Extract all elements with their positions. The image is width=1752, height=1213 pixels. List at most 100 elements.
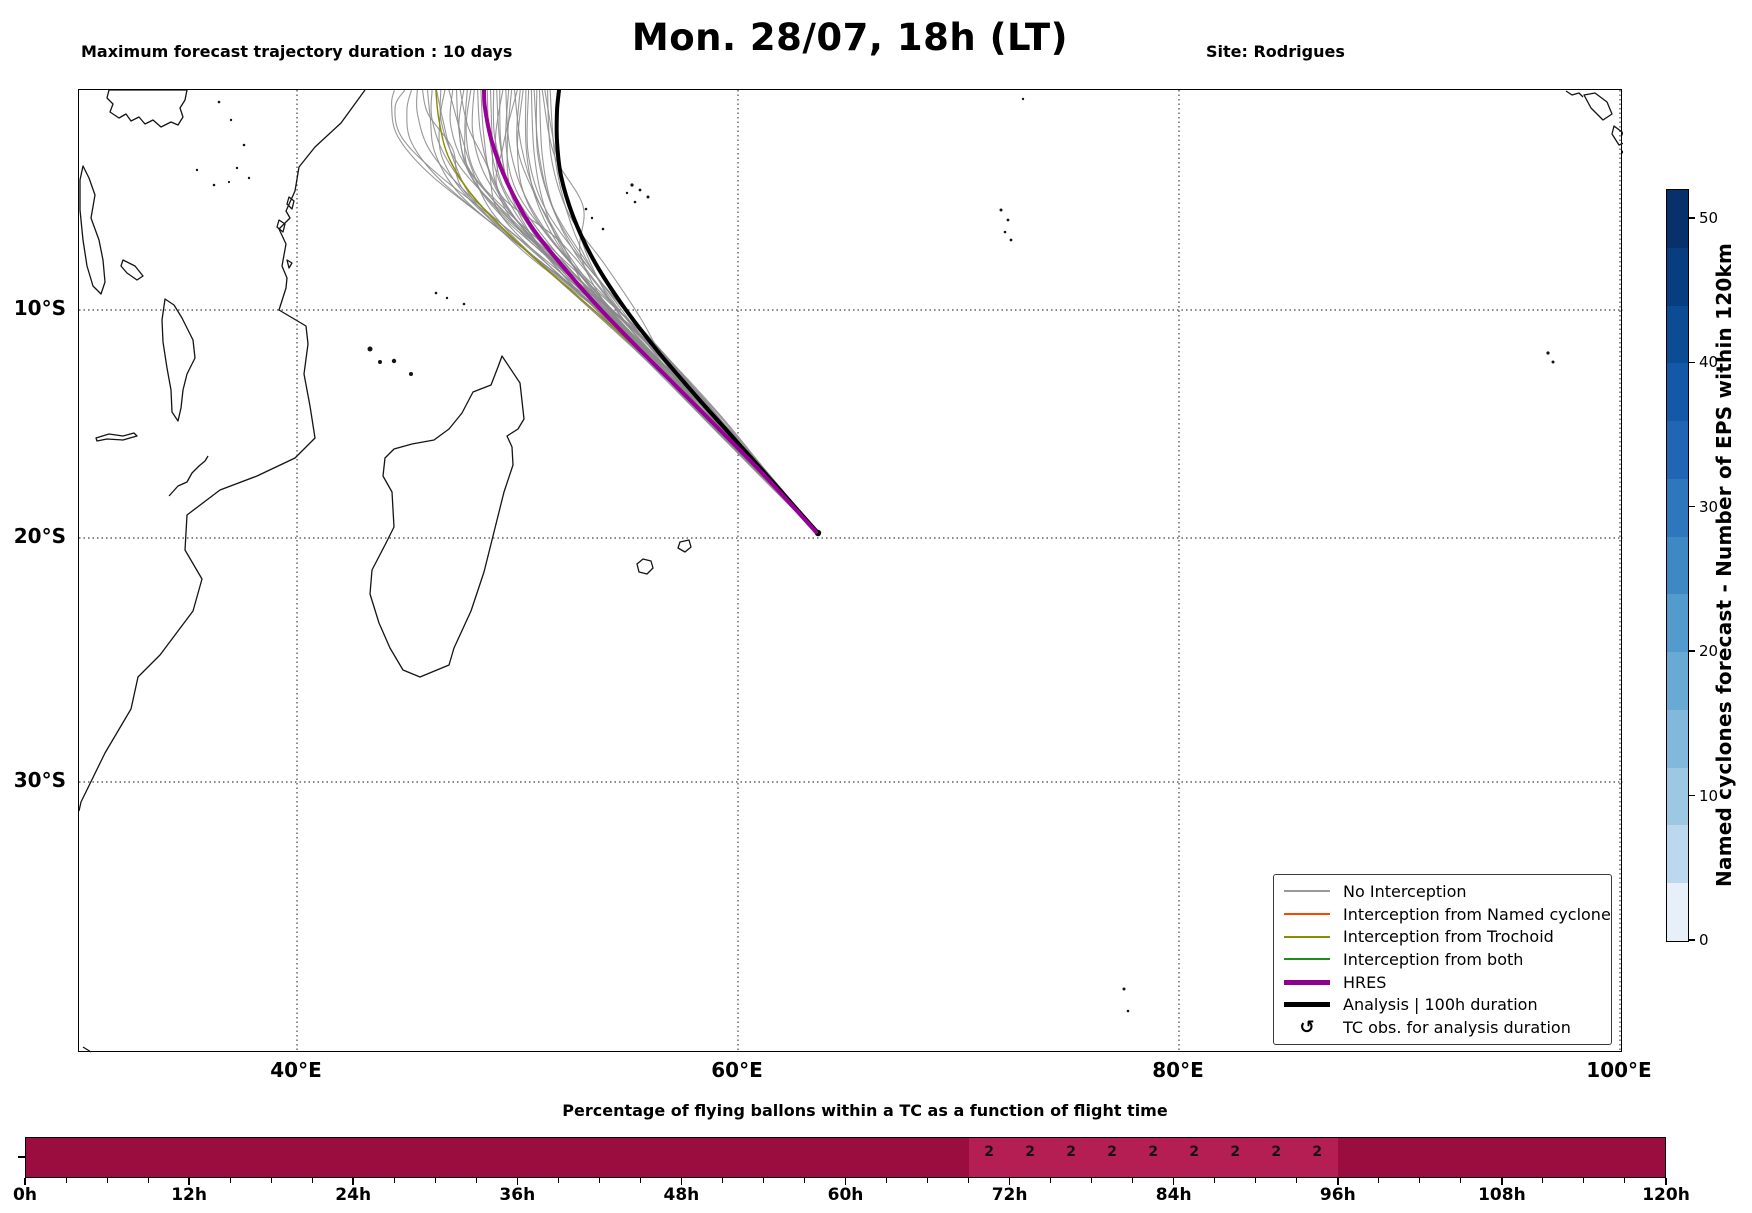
colorbar-label: Named cyclones forecast - Number of EPS … [1712, 242, 1736, 887]
cahora-bassa-lake [95, 432, 138, 442]
flight-time-minor-tick [721, 1178, 723, 1183]
mentawai-island-1 [1583, 92, 1613, 121]
bottom-chart-title: Percentage of flying ballons within a TC… [562, 1101, 1168, 1120]
zambezi-river [168, 455, 209, 497]
ensemble-trajectory [535, 89, 817, 533]
legend-row: Interception from Trochoid [1284, 927, 1601, 946]
ensemble-trajectory [480, 89, 817, 533]
colorbar-tick-label: 50 [1699, 208, 1719, 227]
lake-malawi [161, 298, 196, 422]
ensemble-trajectory [495, 89, 817, 533]
colorbar-segment [1667, 652, 1688, 710]
ensemble-trajectory [486, 89, 817, 533]
flight-time-minor-tick [927, 1178, 929, 1183]
small-island-dot [584, 207, 588, 211]
legend-item-label: HRES [1343, 972, 1387, 992]
small-island-dot [229, 118, 233, 122]
ensemble-trajectory [505, 89, 817, 533]
legend-line-swatch [1284, 935, 1330, 938]
ensemble-trajectory [533, 89, 817, 533]
flight-time-bar [25, 1137, 1666, 1178]
flight-time-minor-tick [968, 1178, 970, 1183]
flight-time-minor-tick [1091, 1178, 1093, 1183]
colorbar-tick-mark [1689, 939, 1695, 941]
flight-time-tick-label: 0h [13, 1185, 37, 1205]
legend-line-swatch [1284, 913, 1330, 916]
colorbar-segment [1667, 421, 1688, 479]
flight-time-minor-tick [1460, 1178, 1462, 1183]
madagascar-coastline [369, 355, 525, 678]
ensemble-trajectory [496, 89, 817, 533]
legend-item-label: TC obs. for analysis duration [1343, 1018, 1571, 1038]
ensemble-trajectory [544, 89, 817, 533]
ensemble-trajectory [546, 89, 817, 533]
small-island-dot [462, 302, 466, 306]
flight-time-minor-tick [598, 1178, 600, 1183]
flight-time-minor-tick [475, 1178, 477, 1183]
lon-tick-label: 80°E [1152, 1058, 1204, 1082]
ensemble-trajectory [506, 89, 817, 533]
lat-tick-label: 10°S [13, 296, 66, 320]
ensemble-trajectory [499, 89, 817, 533]
tc-percentage-value-label: 2 [1312, 1144, 1323, 1160]
small-island-dot [217, 100, 221, 104]
flight-time-tick-label: 60h [827, 1185, 864, 1205]
flight-time-tick-label: 36h [499, 1185, 536, 1205]
colorbar-tick-mark [1689, 505, 1695, 508]
small-island-dot [1003, 230, 1007, 234]
small-island-dot [235, 166, 239, 170]
small-island-dot [367, 346, 373, 352]
ensemble-trajectory [492, 89, 817, 533]
flight-time-major-tick [1172, 1178, 1175, 1185]
ensemble-trajectory [516, 89, 817, 533]
tc-percentage-value-label: 2 [1107, 1144, 1118, 1160]
flight-time-minor-tick [1255, 1178, 1257, 1183]
small-island-dot [1621, 150, 1625, 154]
legend-item-label: Interception from Named cyclone [1343, 904, 1611, 924]
ensemble-trajectory [530, 89, 817, 533]
ensemble-trajectory [494, 89, 817, 533]
small-island-dot [630, 183, 634, 187]
small-island-dot [195, 168, 199, 172]
flight-time-tick-label: 48h [663, 1185, 700, 1205]
flight-time-major-tick [352, 1178, 354, 1185]
flight-time-minor-tick [803, 1178, 805, 1183]
tc-percentage-value-label: 2 [1025, 1144, 1035, 1160]
ensemble-trajectory [524, 89, 817, 533]
zanzibar-island [276, 219, 286, 233]
small-island-dot [633, 200, 637, 204]
lake-tanganyika [79, 165, 106, 295]
flight-time-tick-label: 120h [1642, 1185, 1690, 1205]
flight-time-minor-tick [65, 1178, 67, 1183]
colorbar-segment [1667, 883, 1688, 941]
flight-time-minor-tick [1050, 1178, 1052, 1183]
small-island-dot [590, 216, 594, 220]
colorbar-segment [1667, 594, 1688, 653]
colorbar-segment [1667, 536, 1688, 595]
legend-line-swatch [1284, 890, 1330, 893]
small-island-dot [1009, 238, 1013, 242]
small-island-dot [434, 291, 438, 295]
flight-time-minor-tick [311, 1178, 313, 1183]
small-island-dot [999, 208, 1003, 212]
flight-time-minor-tick [393, 1178, 395, 1183]
flight-time-minor-tick [557, 1178, 559, 1183]
legend-row: ↺ TC obs. for analysis duration [1284, 1018, 1601, 1037]
ensemble-trajectory [538, 89, 817, 533]
lake-rukwa [120, 259, 144, 281]
legend-line-swatch [1284, 1002, 1330, 1008]
ensemble-trajectory [516, 89, 817, 533]
colorbar-segment [1667, 767, 1688, 826]
flight-time-major-tick [680, 1178, 683, 1185]
legend-item-label: Interception from Trochoid [1343, 927, 1554, 947]
legend-row: HRES [1284, 973, 1601, 992]
flight-time-minor-tick [270, 1178, 272, 1183]
legend-line-swatch [1284, 958, 1330, 961]
flight-time-tick-label: 96h [1319, 1185, 1356, 1205]
flight-time-major-tick [1008, 1178, 1011, 1185]
colorbar-segment [1667, 709, 1688, 768]
mafia-island [286, 259, 293, 269]
flight-time-major-tick [1337, 1178, 1339, 1185]
max-duration-line: Maximum forecast trajectory duration : 1… [81, 42, 513, 61]
flight-time-major-tick [24, 1178, 26, 1185]
